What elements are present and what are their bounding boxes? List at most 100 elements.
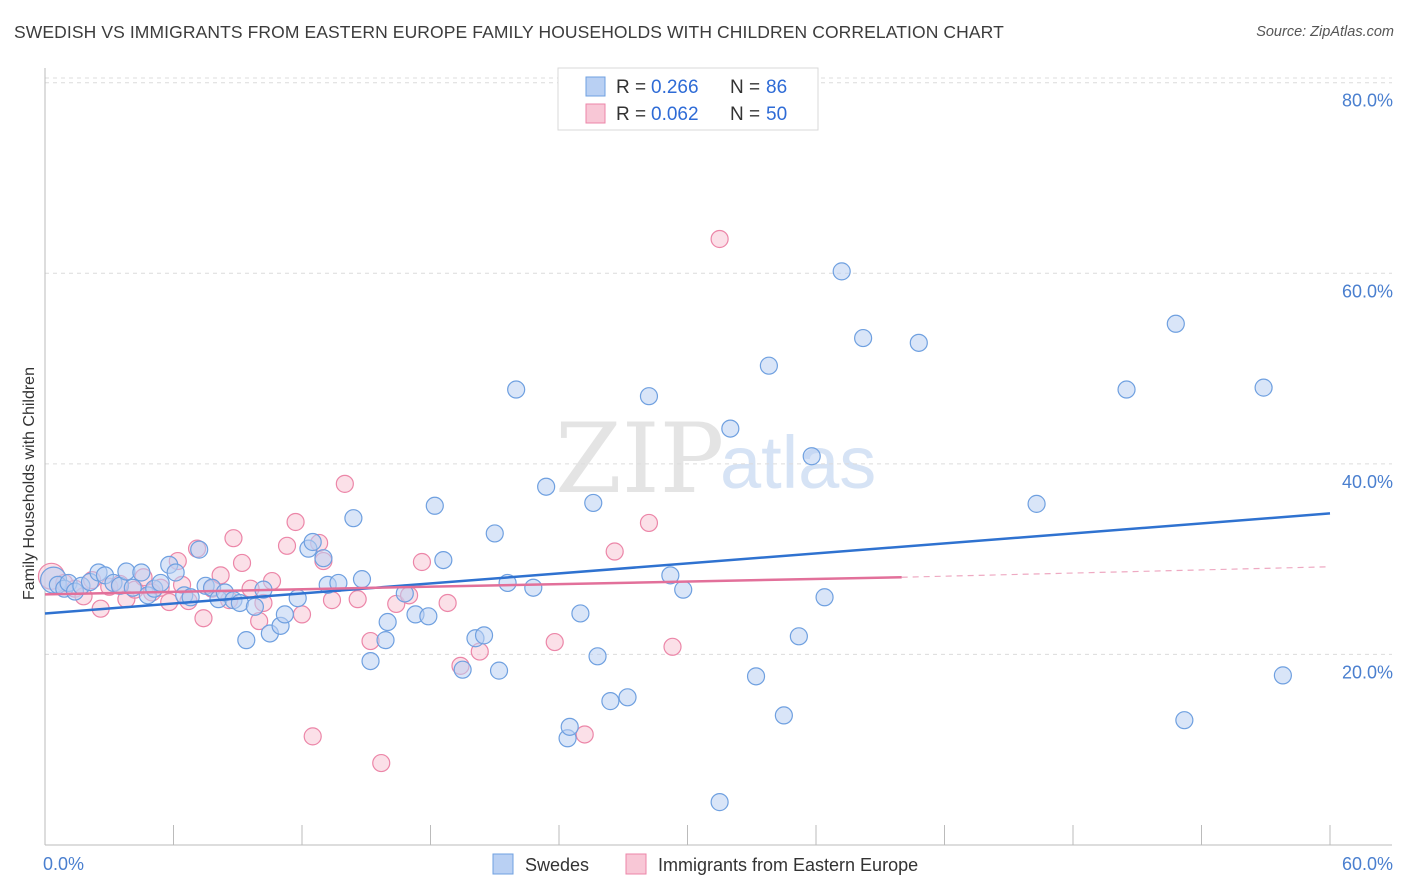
swedes-point bbox=[588, 647, 607, 666]
legend-r-value-1: 0.266 bbox=[651, 77, 699, 98]
x-tick-label: 60.0% bbox=[1342, 854, 1393, 874]
swedes-point bbox=[759, 356, 778, 375]
swedes-point bbox=[601, 692, 620, 711]
swedes-point bbox=[909, 333, 928, 352]
immigrants-trend-extension bbox=[901, 566, 1331, 578]
swedes-point bbox=[710, 793, 729, 812]
immigrants-point bbox=[322, 591, 342, 610]
swedes-point bbox=[166, 563, 185, 582]
swedes-point bbox=[1175, 711, 1194, 730]
immigrants-point bbox=[303, 727, 322, 746]
swedes-point bbox=[453, 660, 472, 679]
swedes-point bbox=[571, 604, 590, 623]
y-tick-label: 60.0% bbox=[1342, 281, 1393, 301]
swedes-point bbox=[352, 570, 372, 589]
swedes-point bbox=[721, 419, 740, 438]
swedes-point bbox=[303, 532, 322, 552]
watermark-atlas: atlas bbox=[720, 421, 876, 504]
swedes-point bbox=[746, 667, 766, 686]
legend-n-label-1: N = bbox=[730, 77, 760, 98]
legend-n-value-2: 50 bbox=[766, 104, 787, 125]
bottom-swatch-swedes bbox=[492, 853, 514, 875]
swedes-point bbox=[1117, 380, 1136, 399]
swedes-point bbox=[275, 605, 294, 624]
swedes-point bbox=[1273, 666, 1292, 685]
trend-lines bbox=[44, 512, 1331, 615]
immigrants-point bbox=[372, 753, 391, 773]
chart-source: Source: ZipAtlas.com bbox=[1256, 24, 1394, 40]
y-axis-label: Family Households with Children bbox=[21, 367, 38, 600]
swedes-point bbox=[237, 631, 256, 650]
legend-n-label-2: N = bbox=[730, 104, 760, 125]
chart-title: SWEDISH VS IMMIGRANTS FROM EASTERN EUROP… bbox=[14, 22, 1004, 42]
swedes-point bbox=[1027, 494, 1046, 513]
immigrants-point bbox=[412, 552, 432, 572]
swedes-trend-line bbox=[44, 512, 1331, 615]
swedes-point bbox=[584, 493, 603, 513]
immigrants-point bbox=[335, 474, 354, 493]
legend-swatch-swedes bbox=[585, 76, 606, 97]
bottom-legend: Swedes Immigrants from Eastern Europe bbox=[492, 853, 918, 875]
y-tick-label: 80.0% bbox=[1342, 91, 1393, 111]
immigrants-point bbox=[292, 605, 312, 624]
legend-r-label-2: R = bbox=[616, 104, 646, 125]
legend-r-label-1: R = bbox=[616, 77, 646, 98]
swedes-point bbox=[132, 563, 151, 582]
swedes-point bbox=[190, 540, 209, 559]
swedes-point bbox=[854, 328, 873, 348]
swedes-point bbox=[802, 447, 821, 466]
swedes-point bbox=[1254, 378, 1273, 397]
immigrants-point bbox=[194, 609, 213, 628]
swedes-point bbox=[344, 509, 363, 528]
swedes-point bbox=[378, 612, 397, 632]
swedes-point bbox=[618, 688, 637, 707]
swedes-point bbox=[361, 651, 380, 671]
watermark-zip: ZIP bbox=[555, 403, 724, 515]
legend-n-value-1: 86 bbox=[766, 77, 787, 98]
immigrants-point bbox=[575, 725, 594, 744]
swedes-point bbox=[314, 549, 333, 568]
bottom-legend-swedes: Swedes bbox=[525, 855, 589, 875]
axes bbox=[44, 68, 1392, 846]
top-legend: R = 0.266 N = 86 R = 0.062 N = 50 bbox=[557, 67, 819, 131]
swedes-point bbox=[832, 262, 851, 281]
immigrants-point bbox=[224, 529, 243, 548]
swedes-point bbox=[507, 380, 526, 399]
x-tick-labels: 0.0% 60.0% bbox=[43, 854, 1393, 874]
y-tick-label: 20.0% bbox=[1342, 662, 1393, 682]
swedes-point bbox=[661, 566, 680, 585]
swedes-point bbox=[245, 597, 264, 616]
swedes-point bbox=[474, 626, 494, 645]
immigrants-point bbox=[277, 536, 297, 555]
swedes-point bbox=[815, 588, 834, 607]
swedes-point bbox=[789, 627, 808, 646]
legend-swatch-immigrants bbox=[585, 103, 606, 124]
swedes-point bbox=[524, 578, 543, 597]
y-tick-label: 40.0% bbox=[1342, 472, 1393, 492]
swedes-point bbox=[537, 477, 556, 496]
swedes-point bbox=[425, 496, 444, 515]
bottom-swatch-immigrants bbox=[625, 853, 647, 875]
immigrants-point bbox=[438, 593, 457, 613]
swedes-point bbox=[674, 580, 693, 599]
swedes-point bbox=[489, 661, 509, 680]
swedes-point bbox=[485, 524, 504, 543]
y-tick-labels: 20.0% 40.0% 60.0% 80.0% bbox=[1342, 91, 1393, 683]
swedes-point bbox=[560, 717, 579, 736]
swedes-point bbox=[151, 573, 170, 593]
swedes-point bbox=[639, 387, 659, 406]
legend-r-value-2: 0.062 bbox=[651, 104, 699, 125]
swedes-point bbox=[434, 550, 453, 570]
immigrants-trend-line bbox=[44, 575, 902, 596]
immigrants-point bbox=[348, 590, 367, 609]
immigrants-point bbox=[286, 512, 305, 532]
immigrants-point bbox=[710, 229, 729, 249]
bottom-legend-immigrants: Immigrants from Eastern Europe bbox=[658, 855, 918, 875]
immigrants-point bbox=[605, 542, 624, 561]
immigrants-point bbox=[663, 637, 682, 656]
immigrants-point bbox=[639, 513, 659, 533]
immigrants-point bbox=[211, 566, 230, 585]
x-tick-label: 0.0% bbox=[43, 854, 84, 874]
swedes-point bbox=[419, 607, 438, 626]
